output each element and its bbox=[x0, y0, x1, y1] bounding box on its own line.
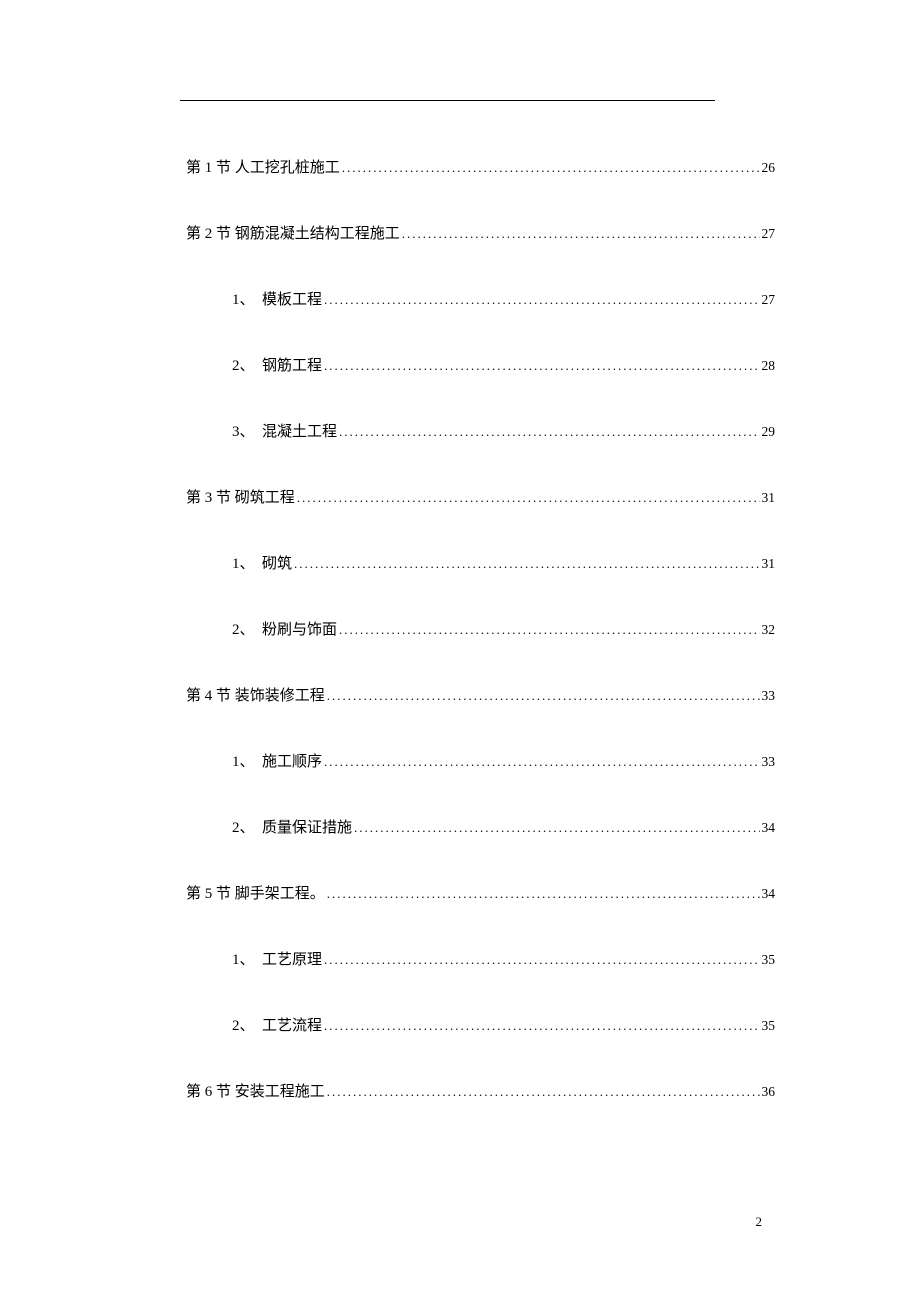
toc-label: 第 3 节 砌筑工程 bbox=[186, 486, 295, 507]
toc-entry: 第 2 节 钢筋混凝土结构工程施工 27 bbox=[186, 222, 775, 243]
toc-entry: 2、 工艺流程 35 bbox=[232, 1014, 775, 1035]
toc-entry: 1、 工艺原理 35 bbox=[232, 948, 775, 969]
toc-label: 3、 混凝土工程 bbox=[232, 420, 337, 441]
toc-leader bbox=[297, 490, 760, 507]
toc-page-number: 34 bbox=[762, 886, 776, 902]
toc-entry: 1、 施工顺序 33 bbox=[232, 750, 775, 771]
toc-entry: 第 1 节 人工挖孔桩施工 26 bbox=[186, 156, 775, 177]
toc-page-number: 35 bbox=[762, 952, 776, 968]
toc-page-number: 33 bbox=[762, 688, 776, 704]
toc-entry: 1、 模板工程 27 bbox=[232, 288, 775, 309]
toc-leader bbox=[294, 556, 759, 573]
toc-label: 第 1 节 人工挖孔桩施工 bbox=[186, 156, 340, 177]
table-of-contents: 第 1 节 人工挖孔桩施工26第 2 节 钢筋混凝土结构工程施工271、 模板工… bbox=[180, 156, 775, 1101]
toc-leader bbox=[342, 160, 760, 177]
toc-leader bbox=[327, 1084, 760, 1101]
toc-leader bbox=[339, 622, 759, 639]
toc-leader bbox=[324, 292, 759, 309]
toc-page-number: 36 bbox=[762, 1084, 776, 1100]
toc-page-number: 34 bbox=[762, 820, 776, 836]
toc-page-number: 29 bbox=[762, 424, 776, 440]
toc-label: 2、 粉刷与饰面 bbox=[232, 618, 337, 639]
toc-label: 第 2 节 钢筋混凝土结构工程施工 bbox=[186, 222, 400, 243]
toc-leader bbox=[324, 952, 759, 969]
toc-label: 2、 钢筋工程 bbox=[232, 354, 322, 375]
toc-entry: 3、 混凝土工程 29 bbox=[232, 420, 775, 441]
toc-page-number: 35 bbox=[762, 1018, 776, 1034]
toc-label: 2、 工艺流程 bbox=[232, 1014, 322, 1035]
page-number: 2 bbox=[756, 1214, 763, 1230]
toc-label: 第 4 节 装饰装修工程 bbox=[186, 684, 325, 705]
toc-page-number: 33 bbox=[762, 754, 776, 770]
toc-page-number: 28 bbox=[762, 358, 776, 374]
toc-label: 1、 砌筑 bbox=[232, 552, 292, 573]
toc-leader bbox=[402, 226, 760, 243]
toc-leader bbox=[339, 424, 759, 441]
toc-page-number: 32 bbox=[762, 622, 776, 638]
toc-page-number: 31 bbox=[762, 556, 776, 572]
toc-page-number: 26 bbox=[762, 160, 776, 176]
toc-page-number: 31 bbox=[762, 490, 776, 506]
toc-label: 1、 施工顺序 bbox=[232, 750, 322, 771]
toc-leader bbox=[324, 754, 759, 771]
toc-label: 第 6 节 安装工程施工 bbox=[186, 1080, 325, 1101]
toc-label: 2、 质量保证措施 bbox=[232, 816, 352, 837]
toc-leader bbox=[327, 886, 760, 903]
toc-entry: 第 4 节 装饰装修工程 33 bbox=[186, 684, 775, 705]
header-rule bbox=[180, 100, 715, 101]
toc-entry: 2、 质量保证措施 34 bbox=[232, 816, 775, 837]
toc-leader bbox=[324, 358, 759, 375]
toc-entry: 第 6 节 安装工程施工 36 bbox=[186, 1080, 775, 1101]
toc-entry: 2、 粉刷与饰面 32 bbox=[232, 618, 775, 639]
toc-entry: 2、 钢筋工程 28 bbox=[232, 354, 775, 375]
toc-entry: 第 3 节 砌筑工程 31 bbox=[186, 486, 775, 507]
toc-leader bbox=[324, 1018, 759, 1035]
page-container: 第 1 节 人工挖孔桩施工26第 2 节 钢筋混凝土结构工程施工271、 模板工… bbox=[0, 0, 920, 1161]
toc-leader bbox=[354, 820, 759, 837]
toc-entry: 第 5 节 脚手架工程。 34 bbox=[186, 882, 775, 903]
toc-label: 1、 工艺原理 bbox=[232, 948, 322, 969]
toc-leader bbox=[327, 688, 760, 705]
toc-entry: 1、 砌筑 31 bbox=[232, 552, 775, 573]
toc-label: 第 5 节 脚手架工程。 bbox=[186, 882, 325, 903]
toc-page-number: 27 bbox=[762, 226, 776, 242]
toc-page-number: 27 bbox=[762, 292, 776, 308]
toc-label: 1、 模板工程 bbox=[232, 288, 322, 309]
